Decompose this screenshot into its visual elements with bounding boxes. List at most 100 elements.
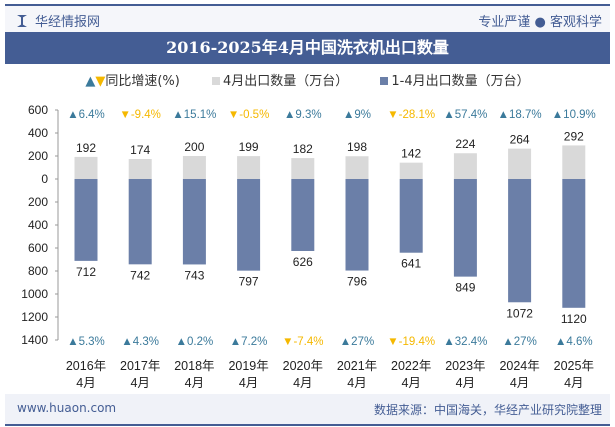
legend-april: 4月出口数量（万台） xyxy=(211,74,349,89)
logo-icon xyxy=(17,15,27,27)
y-tick-label: 200 xyxy=(28,149,48,163)
data-label-ytd: 849 xyxy=(455,281,475,295)
y-tick-label: 400 xyxy=(28,126,48,140)
bar-ytd xyxy=(508,179,532,303)
data-label-ytd: 743 xyxy=(184,268,204,282)
data-label-ytd: 641 xyxy=(401,257,421,271)
x-tick-label: 4月 xyxy=(564,376,583,390)
x-tick-label: 2018年 xyxy=(174,359,214,373)
data-label-ytd: 1072 xyxy=(506,306,533,320)
x-tick-label: 4月 xyxy=(130,376,149,390)
data-label-ytd: 797 xyxy=(239,275,259,289)
growth-label-april: ▲10.9% xyxy=(552,109,596,121)
up-triangle-icon: ▲ xyxy=(85,74,96,89)
x-tick-label: 4月 xyxy=(510,376,529,390)
data-label-ytd: 712 xyxy=(76,265,96,279)
data-label-april: 198 xyxy=(347,140,367,154)
bar-april xyxy=(182,156,206,179)
growth-label-ytd: ▲27% xyxy=(502,336,536,348)
bar-april xyxy=(399,162,423,179)
x-tick-label: 4月 xyxy=(239,376,258,390)
bar-april xyxy=(128,158,152,179)
legend-ytd-label: 1-4月出口数量（万台） xyxy=(391,74,530,89)
legend-growth: ▲▼同比增速(%) xyxy=(85,74,180,89)
bar-april xyxy=(237,156,261,179)
growth-label-april: ▲6.4% xyxy=(67,109,105,121)
y-tick-label: 1000 xyxy=(21,287,48,301)
data-label-ytd: 1120 xyxy=(561,312,587,326)
x-tick-label: 4月 xyxy=(347,376,366,390)
x-tick-label: 4月 xyxy=(456,376,475,390)
y-tick-label: 1400 xyxy=(21,333,48,347)
growth-label-april: ▼-28.1% xyxy=(387,109,435,121)
data-label-ytd: 626 xyxy=(293,255,313,269)
growth-label-april: ▼-0.5% xyxy=(228,109,269,121)
growth-label-april: ▲9.3% xyxy=(284,109,322,121)
y-tick-label: 600 xyxy=(28,241,48,255)
bar-april xyxy=(74,156,98,179)
bar-ytd xyxy=(74,179,98,261)
x-tick-label: 4月 xyxy=(401,376,420,390)
bar-ytd xyxy=(182,179,206,265)
x-tick-label: 4月 xyxy=(185,376,204,390)
legend-ytd: 1-4月出口数量（万台） xyxy=(380,74,530,89)
data-source: 数据来源：中国海关，华经产业研究院整理 xyxy=(373,403,602,417)
bar-ytd xyxy=(399,179,423,253)
growth-label-april: ▲15.1% xyxy=(172,109,216,121)
data-label-ytd: 742 xyxy=(130,268,150,282)
growth-label-april: ▲57.4% xyxy=(443,109,487,121)
x-tick-label: 2023年 xyxy=(445,359,485,373)
growth-label-april: ▼-9.4% xyxy=(119,109,160,121)
y-tick-label: 600 xyxy=(28,103,48,117)
data-label-april: 182 xyxy=(293,142,313,156)
x-tick-label: 4月 xyxy=(76,376,95,390)
growth-label-april: ▲9% xyxy=(343,109,371,121)
bar-april xyxy=(453,153,477,179)
x-tick-label: 2019年 xyxy=(228,359,268,373)
growth-label-ytd: ▲0.2% xyxy=(176,336,214,348)
growth-label-ytd: ▲7.2% xyxy=(230,336,268,348)
growth-label-ytd: ▲5.3% xyxy=(67,336,105,348)
x-tick-label: 2016年 xyxy=(66,359,106,373)
growth-label-ytd: ▼-19.4% xyxy=(387,336,435,348)
y-tick-label: 400 xyxy=(28,218,48,232)
y-tick-label: 0 xyxy=(41,172,48,186)
x-tick-label: 2024年 xyxy=(499,359,539,373)
y-tick-label: 1200 xyxy=(21,310,48,324)
x-tick-label: 4月 xyxy=(293,376,312,390)
growth-label-ytd: ▲4.3% xyxy=(121,336,159,348)
bar-ytd xyxy=(345,179,369,271)
bar-april xyxy=(345,156,369,179)
data-label-april: 200 xyxy=(184,140,204,154)
bar-ytd xyxy=(237,179,261,271)
growth-label-ytd: ▼-7.4% xyxy=(282,336,323,348)
brand-name: 华经情报网 xyxy=(35,15,101,30)
data-label-april: 199 xyxy=(239,140,259,154)
growth-label-april: ▲18.7% xyxy=(498,109,542,121)
data-label-april: 142 xyxy=(401,147,421,161)
data-label-april: 292 xyxy=(564,129,584,143)
bar-ytd xyxy=(128,179,152,265)
y-tick-label: 200 xyxy=(28,195,48,209)
chart: 600 400 200 0 200 400 600 800 1000 1200 1400 192 712… xyxy=(21,103,596,390)
bar-april xyxy=(291,158,315,179)
x-tick-label: 2020年 xyxy=(283,359,323,373)
data-label-april: 174 xyxy=(130,143,150,157)
bar-ytd xyxy=(291,179,315,251)
down-triangle-icon: ▼ xyxy=(95,74,106,89)
data-label-ytd: 796 xyxy=(347,275,367,289)
data-label-april: 192 xyxy=(76,141,96,155)
bar-ytd xyxy=(453,179,477,277)
bar-april xyxy=(562,145,586,179)
header: 华经情报网 专业严谨 ● 客观科学 xyxy=(5,6,610,32)
data-label-april: 264 xyxy=(510,133,530,147)
growth-label-ytd: ▲4.6% xyxy=(555,336,593,348)
legend-swatch-april xyxy=(211,77,220,85)
legend-april-label: 4月出口数量（万台） xyxy=(222,74,349,89)
legend: ▲▼同比增速(%) 4月出口数量（万台） 1-4月出口数量（万台） xyxy=(0,74,615,90)
site-url[interactable]: www.huaon.com xyxy=(17,401,117,415)
legend-growth-label: 同比增速(%) xyxy=(105,74,180,89)
data-label-april: 224 xyxy=(455,137,475,151)
top-border xyxy=(5,4,610,6)
x-tick-label: 2017年 xyxy=(120,359,160,373)
